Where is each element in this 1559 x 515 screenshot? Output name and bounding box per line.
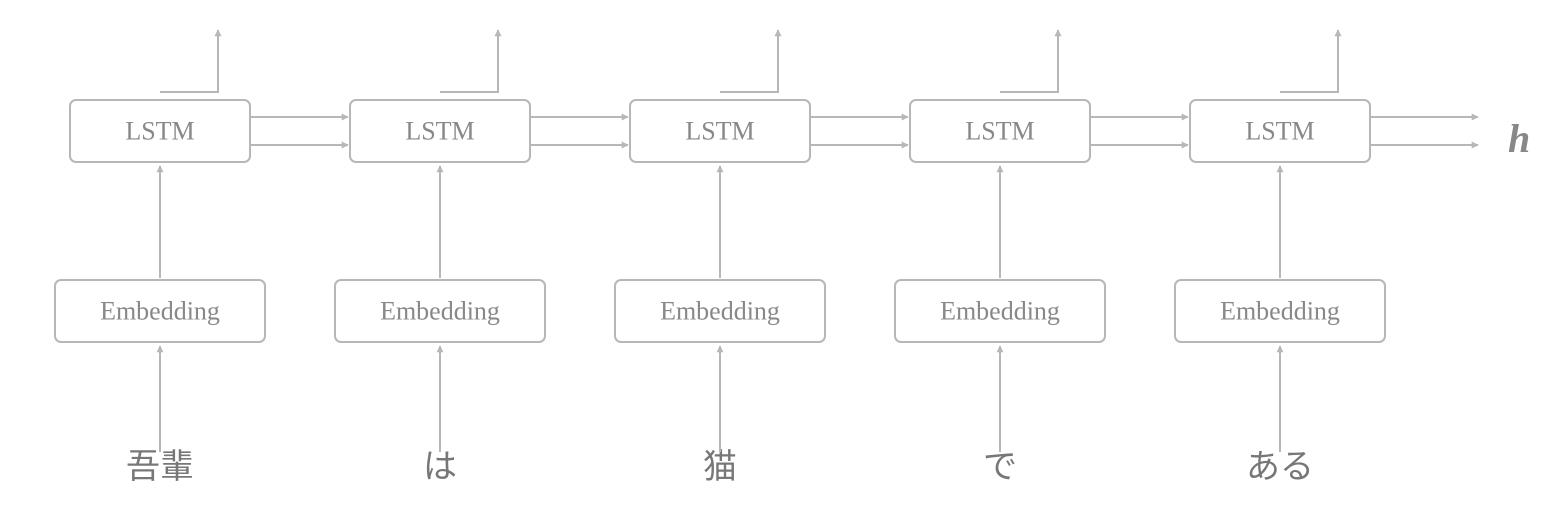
input-token-2: 猫 — [703, 448, 737, 486]
embedding-node-0-label: Embedding — [100, 297, 220, 326]
input-token-0: 吾輩 — [126, 448, 194, 486]
lstm-node-0-label: LSTM — [125, 117, 194, 146]
arrow-lstm-output-2 — [720, 30, 778, 92]
lstm-encoder-diagram: 吾輩 Embedding LSTM は Embedding LSTM 猫 Embedding L… — [0, 0, 1559, 515]
lstm-node-2-label: LSTM — [685, 117, 754, 146]
lstm-node-1-label: LSTM — [405, 117, 474, 146]
arrow-lstm-output-4 — [1280, 30, 1338, 92]
input-token-4: ある — [1246, 449, 1314, 486]
embedding-node-1-label: Embedding — [380, 297, 500, 326]
input-token-3: で — [983, 449, 1017, 486]
embedding-node-3-label: Embedding — [940, 297, 1060, 326]
hidden-state-label: h — [1508, 116, 1530, 161]
arrow-lstm-output-1 — [440, 30, 498, 92]
embedding-node-2-label: Embedding — [660, 297, 780, 326]
embedding-node-4-label: Embedding — [1220, 297, 1340, 326]
arrow-lstm-output-0 — [160, 30, 218, 92]
input-token-1: は — [423, 449, 457, 486]
lstm-node-3-label: LSTM — [965, 117, 1034, 146]
lstm-node-4-label: LSTM — [1245, 117, 1314, 146]
arrow-lstm-output-3 — [1000, 30, 1058, 92]
